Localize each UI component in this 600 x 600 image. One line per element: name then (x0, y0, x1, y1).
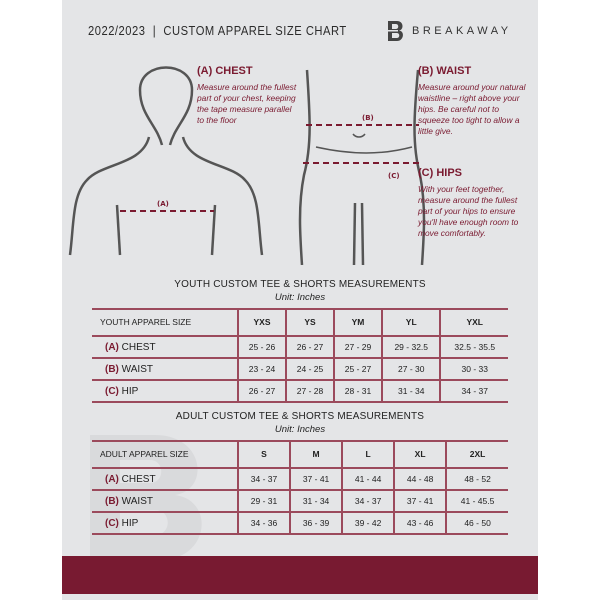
size-column-header: S (236, 440, 291, 469)
header-label: ADULT APPAREL SIZE (92, 440, 238, 469)
measurement-letter: (B) (105, 495, 119, 507)
adult-size-table: ADULT APPAREL SIZE S M L XL 2XL (A) CHEST 34 - … (92, 440, 508, 535)
size-column-header: YM (333, 308, 382, 337)
measurement-name: CHEST (121, 341, 156, 353)
waist-heading: (B) WAIST (418, 65, 472, 77)
breakaway-logo-icon (386, 21, 403, 41)
measurement-value: 37 - 41 (393, 490, 447, 513)
adult-section-title: ADULT CUSTOM TEE & SHORTS MEASUREMENTS (175, 411, 425, 422)
measurement-label: (B) WAIST (92, 490, 238, 513)
brand-logo: BREAKAWAY (386, 20, 512, 42)
page-title: 2022/2023 | CUSTOM APPAREL SIZE CHART (88, 23, 347, 38)
measurement-label: (C) HIP (92, 380, 238, 403)
measurement-letter: (C) (105, 385, 119, 397)
measurement-value: 44 - 48 (393, 468, 447, 491)
measurement-letter: (A) (105, 473, 119, 485)
measurement-label: (C) HIP (92, 512, 238, 535)
measurement-label: (A) CHEST (92, 336, 238, 359)
measurement-value: 34 - 37 (236, 468, 291, 491)
table-row: (B) WAIST 23 - 24 24 - 25 25 - 27 27 - 30 30 … (92, 358, 508, 381)
size-column-header: YXS (237, 308, 286, 337)
size-column-header: 2XL (445, 440, 508, 469)
measurement-value: 23 - 24 (237, 358, 286, 381)
hips-heading: (C) HIPS (418, 167, 462, 179)
measurement-value: 25 - 26 (237, 336, 286, 359)
table-row: (A) CHEST 25 - 26 26 - 27 27 - 29 29 - 32.5 3… (92, 336, 508, 359)
measurement-name: CHEST (121, 473, 156, 485)
chest-description: Measure around the fullest part of your … (197, 82, 297, 125)
measurement-name: HIP (121, 517, 139, 529)
chest-marker: (A) (157, 200, 169, 208)
size-column-header: YL (380, 308, 441, 337)
brand-name: BREAKAWAY (412, 25, 512, 37)
table-row: (C) HIP 26 - 27 27 - 28 28 - 31 31 - 34 34 - … (92, 380, 508, 403)
hips-description: With your feet together, measure around … (418, 184, 519, 238)
size-column-header: XL (393, 440, 447, 469)
measurement-letter: (B) (105, 363, 119, 375)
size-column-header: L (341, 440, 395, 469)
youth-unit: Unit: Inches (274, 292, 326, 303)
measurement-value: 39 - 42 (341, 512, 395, 535)
upper-body-figure (68, 66, 264, 256)
measurement-value: 43 - 46 (393, 512, 447, 535)
table-row: (B) WAIST 29 - 31 31 - 34 34 - 37 37 - 41 41 … (92, 490, 508, 513)
waist-marker: (B) (362, 114, 374, 122)
size-column-header: YS (285, 308, 334, 337)
measurement-value: 34 - 37 (439, 380, 508, 403)
measurement-name: WAIST (121, 495, 153, 507)
measurement-value: 46 - 50 (445, 512, 508, 535)
measurement-value: 34 - 36 (236, 512, 291, 535)
measurement-value: 27 - 28 (285, 380, 334, 403)
measurement-label: (A) CHEST (92, 468, 238, 491)
chest-heading: (A) CHEST (197, 65, 253, 77)
youth-section-title: YOUTH CUSTOM TEE & SHORTS MEASUREMENTS (174, 279, 426, 290)
adult-unit: Unit: Inches (274, 424, 326, 435)
measurement-value: 31 - 34 (289, 490, 343, 513)
size-column-header: YXL (439, 308, 508, 337)
measurement-name: WAIST (121, 363, 153, 375)
header-label: YOUTH APPAREL SIZE (92, 308, 238, 337)
measurement-value: 29 - 31 (236, 490, 291, 513)
measurement-value: 27 - 29 (333, 336, 382, 359)
measurement-letter: (A) (105, 341, 119, 353)
measurement-value: 37 - 41 (289, 468, 343, 491)
body-diagram (68, 66, 426, 265)
table-header-row: YOUTH APPAREL SIZE YXS YS YM YL YXL (92, 308, 508, 337)
measurement-value: 36 - 39 (289, 512, 343, 535)
hip-marker: (C) (388, 172, 400, 180)
measurement-label: (B) WAIST (92, 358, 238, 381)
measurement-value: 27 - 30 (380, 358, 441, 381)
table-row: (A) CHEST 34 - 37 37 - 41 41 - 44 44 - 48 48 … (92, 468, 508, 491)
waist-description: Measure around your natural waistline – … (418, 82, 526, 136)
measurement-letter: (C) (105, 517, 119, 529)
measurement-value: 30 - 33 (439, 358, 508, 381)
measurement-value: 41 - 45.5 (445, 490, 508, 513)
measurement-value: 24 - 25 (285, 358, 334, 381)
measurement-value: 32.5 - 35.5 (439, 336, 508, 359)
youth-size-table: YOUTH APPAREL SIZE YXS YS YM YL YXL (A) CHEST 2… (92, 308, 508, 403)
table-header-row: ADULT APPAREL SIZE S M L XL 2XL (92, 440, 508, 469)
measurement-value: 26 - 27 (237, 380, 286, 403)
measurement-value: 41 - 44 (341, 468, 395, 491)
measurement-value: 34 - 37 (341, 490, 395, 513)
measurement-value: 25 - 27 (333, 358, 382, 381)
measurement-value: 26 - 27 (285, 336, 334, 359)
table-row: (C) HIP 34 - 36 36 - 39 39 - 42 43 - 46 46 - … (92, 512, 508, 535)
footer-band (62, 556, 538, 594)
measurement-value: 28 - 31 (333, 380, 382, 403)
measurement-value: 48 - 52 (445, 468, 508, 491)
lower-body-figure (298, 69, 426, 265)
measurement-name: HIP (121, 385, 139, 397)
measurement-value: 31 - 34 (380, 380, 441, 403)
measurement-value: 29 - 32.5 (380, 336, 441, 359)
size-column-header: M (289, 440, 343, 469)
